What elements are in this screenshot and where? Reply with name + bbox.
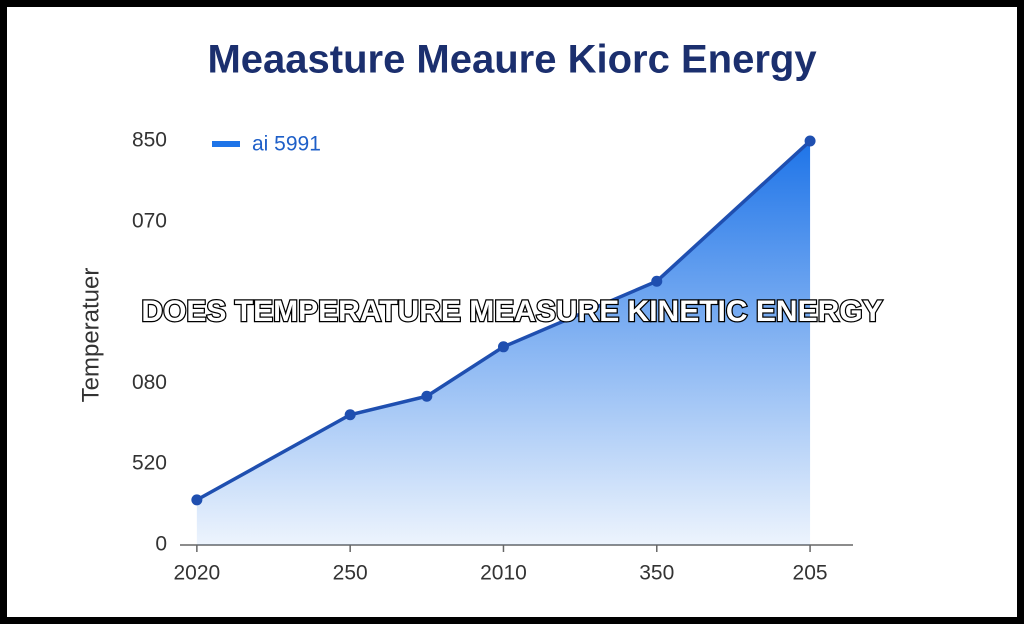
y-tick-label: 850: [132, 129, 167, 152]
x-tick-label: 2020: [174, 562, 221, 585]
line: [196, 139, 812, 502]
y-tick-label: 070: [132, 209, 167, 232]
chart-title: Meaasture Meaure Kiorc Energy: [207, 38, 817, 82]
marker: [651, 275, 663, 287]
x-tick-label: 250: [333, 562, 368, 585]
y-axis-label: Temperatuer: [77, 268, 104, 403]
marker: [804, 135, 816, 147]
legend-label: ai 5991: [252, 133, 321, 156]
legend-swatch: [212, 141, 240, 147]
marker: [344, 409, 356, 421]
y-tick-label: 0: [155, 533, 167, 556]
y-tick-label: 080: [132, 371, 167, 394]
overlay-caption: DOES TEMPERATURE MEASURE KINETIC ENERGY: [141, 295, 882, 328]
marker: [191, 494, 203, 506]
x-tick-label: 205: [793, 562, 828, 585]
x-tick-label: 350: [639, 562, 674, 585]
area: [196, 141, 811, 545]
marker: [497, 341, 509, 353]
y-tick-label: 520: [132, 452, 167, 475]
x-tick-label: 2010: [480, 562, 527, 585]
marker: [421, 390, 433, 402]
